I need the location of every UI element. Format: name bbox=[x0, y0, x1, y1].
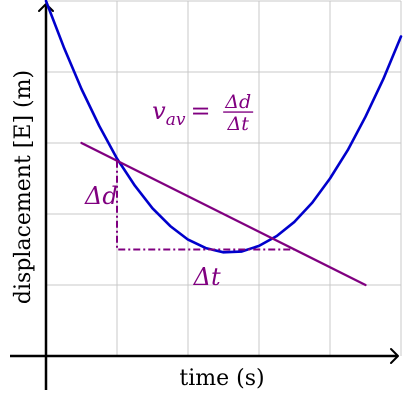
formula-velocity: vav = bbox=[152, 97, 210, 130]
delta-d-label: Δd bbox=[84, 182, 118, 210]
formula-numerator: Δd bbox=[224, 91, 251, 113]
secant-line bbox=[80, 141, 367, 287]
delta-t-label: Δt bbox=[193, 263, 221, 291]
x-axis-arrowhead bbox=[390, 348, 399, 364]
y-axis-label: displacement [E] (m) bbox=[11, 70, 36, 304]
axes bbox=[10, 3, 399, 390]
grid bbox=[46, 0, 402, 356]
x-axis-label: time (s) bbox=[179, 366, 264, 391]
displacement-curve bbox=[44, 0, 403, 254]
formula-denominator: Δt bbox=[226, 113, 249, 135]
